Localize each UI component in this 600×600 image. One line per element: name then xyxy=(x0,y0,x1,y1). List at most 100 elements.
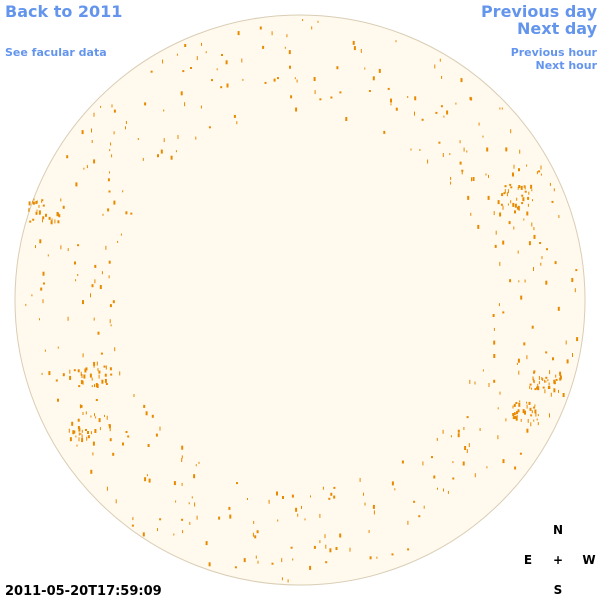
facula xyxy=(502,205,504,210)
facula xyxy=(533,380,535,384)
next-day-link[interactable]: Next day xyxy=(517,19,598,38)
facula xyxy=(75,435,77,438)
facula xyxy=(98,370,101,374)
facula xyxy=(372,504,375,509)
facula xyxy=(60,198,62,202)
facula xyxy=(557,306,560,311)
facular-data-link[interactable]: See facular data xyxy=(5,46,107,59)
facula xyxy=(537,383,539,388)
facula xyxy=(514,416,517,419)
previous-hour-link[interactable]: Previous hour xyxy=(511,46,598,59)
facula xyxy=(383,130,386,134)
facula xyxy=(536,171,538,175)
facula xyxy=(541,377,543,380)
facula xyxy=(542,378,544,381)
facula xyxy=(297,513,299,517)
facula xyxy=(91,128,92,133)
facula xyxy=(526,164,528,167)
facula xyxy=(538,381,540,385)
facula xyxy=(101,271,103,275)
facula xyxy=(155,433,158,437)
facula xyxy=(157,528,158,532)
facula xyxy=(236,121,238,125)
facula xyxy=(313,545,316,549)
facula xyxy=(43,282,45,285)
facula xyxy=(57,220,60,224)
facula xyxy=(369,556,372,560)
facula xyxy=(208,126,211,129)
facula xyxy=(443,488,444,492)
facula xyxy=(67,316,69,321)
facula xyxy=(82,353,84,358)
facula xyxy=(193,474,196,479)
facula xyxy=(243,558,246,563)
facula xyxy=(36,209,38,212)
facula xyxy=(407,520,409,525)
facula xyxy=(39,211,41,215)
facula xyxy=(96,361,98,366)
facula xyxy=(517,250,519,254)
facula xyxy=(159,518,162,521)
facula xyxy=(287,579,289,583)
facula xyxy=(259,26,262,30)
facula xyxy=(254,535,257,539)
facula xyxy=(247,498,248,500)
facula xyxy=(90,431,92,435)
facula xyxy=(69,375,72,380)
facula xyxy=(277,519,279,522)
facula xyxy=(536,418,538,421)
facula xyxy=(236,482,238,485)
facula xyxy=(497,435,499,440)
compass-west: W xyxy=(582,553,595,567)
facula xyxy=(532,199,533,202)
facula xyxy=(512,416,515,420)
facula xyxy=(414,111,415,116)
facula xyxy=(196,56,198,61)
facula xyxy=(502,459,505,464)
facula xyxy=(492,314,495,317)
facula xyxy=(505,147,508,152)
facula xyxy=(477,224,480,229)
facula xyxy=(514,412,515,416)
facula xyxy=(94,413,95,417)
facula xyxy=(147,444,150,447)
facula xyxy=(536,386,539,390)
facula xyxy=(421,118,424,121)
next-hour-link[interactable]: Next hour xyxy=(536,59,598,72)
compass-center: + xyxy=(553,553,563,567)
facula xyxy=(109,438,112,442)
facula xyxy=(410,148,412,151)
previous-day-link[interactable]: Previous day xyxy=(481,2,598,21)
facula xyxy=(82,380,84,385)
facula xyxy=(531,189,533,192)
facula xyxy=(108,190,111,193)
facula xyxy=(184,44,187,47)
facula xyxy=(423,505,425,509)
facula xyxy=(553,379,556,384)
facula xyxy=(170,155,173,160)
facula xyxy=(28,208,30,212)
facula xyxy=(466,449,468,454)
facula xyxy=(66,155,69,159)
facula xyxy=(545,376,548,379)
facula xyxy=(485,173,487,176)
facula xyxy=(104,378,107,383)
facula xyxy=(540,173,542,176)
facula xyxy=(515,416,518,421)
facula xyxy=(112,452,115,456)
facula xyxy=(549,370,551,375)
back-to-year-link[interactable]: Back to 2011 xyxy=(5,2,122,21)
facula xyxy=(106,415,108,420)
facula xyxy=(83,374,86,379)
facula xyxy=(390,103,392,106)
facula xyxy=(498,303,500,307)
facula xyxy=(195,464,197,467)
facula xyxy=(229,514,232,519)
facula xyxy=(262,45,265,49)
facula xyxy=(517,409,520,413)
facula xyxy=(144,477,147,482)
facula xyxy=(330,96,333,99)
facula xyxy=(73,369,76,372)
facula xyxy=(452,477,455,480)
facula xyxy=(290,95,293,99)
